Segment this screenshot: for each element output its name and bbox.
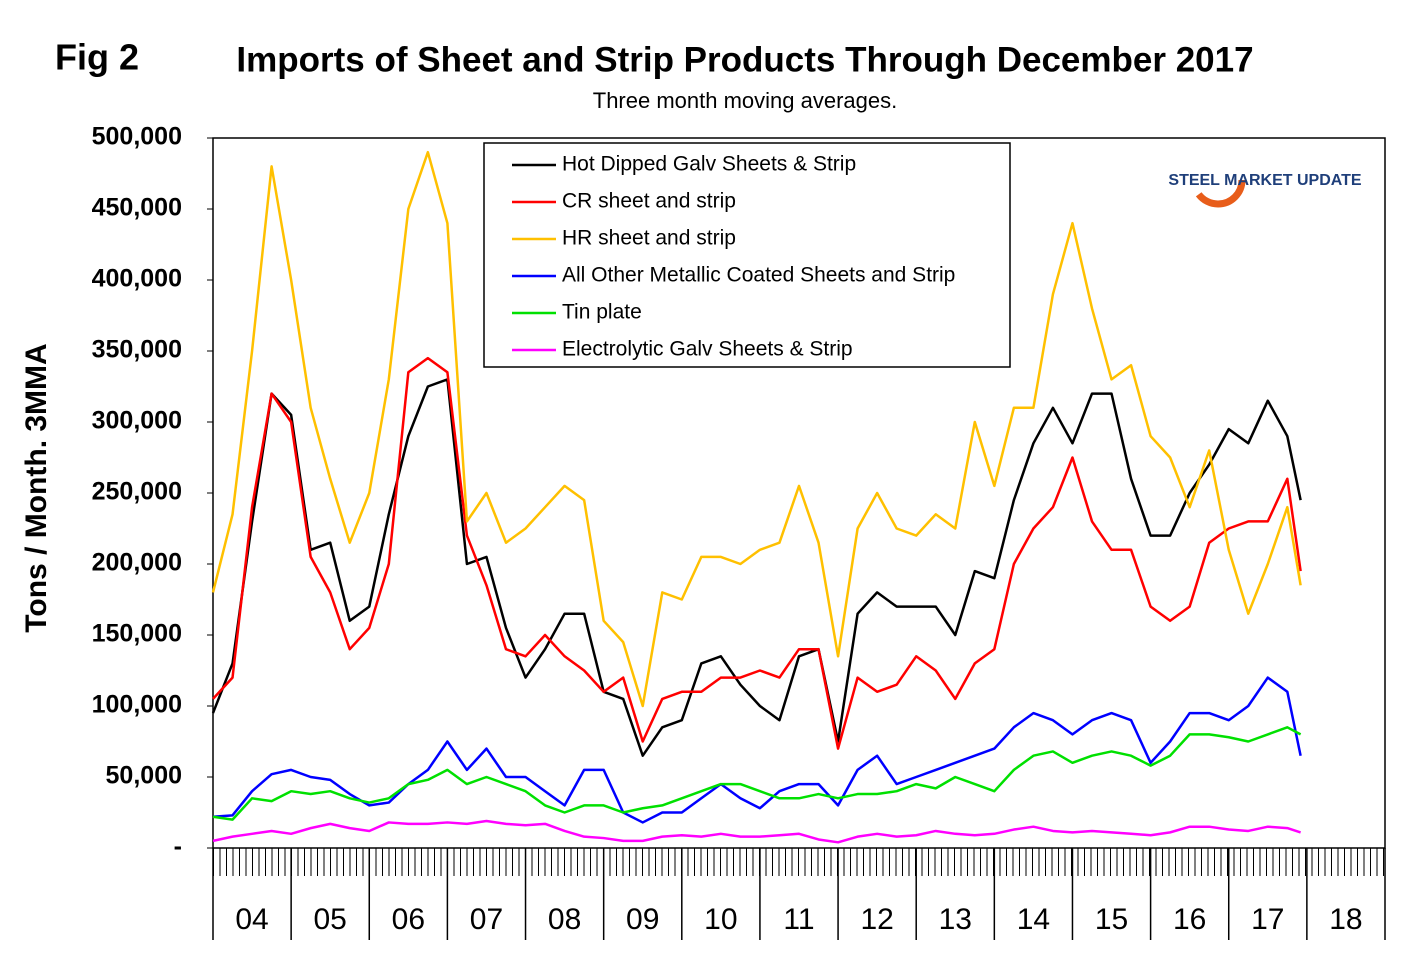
series-line: [212, 676, 1302, 824]
x-tick-label: 08: [548, 903, 581, 936]
series-line: [212, 726, 1302, 821]
x-tick-label: 04: [235, 903, 268, 936]
y-tick-label: 300,000: [92, 407, 182, 435]
chart-subtitle: Three month moving averages.: [593, 88, 898, 113]
chart-title: Imports of Sheet and Strip Products Thro…: [236, 40, 1253, 79]
logo: STEEL MARKET UPDATE: [1168, 172, 1362, 189]
y-tick-label: -: [174, 833, 182, 861]
y-axis-title: Tons / Month. 3MMA: [20, 343, 53, 632]
x-tick-label: 14: [1017, 903, 1050, 936]
series-line: [211, 150, 1302, 708]
x-tick-label: 11: [783, 903, 814, 936]
logo-icon: [1190, 152, 1246, 208]
legend-label: All Other Metallic Coated Sheets and Str…: [562, 264, 955, 287]
series-line: [212, 356, 1302, 750]
x-tick-label: 06: [392, 903, 425, 936]
x-tick-label: 18: [1329, 903, 1362, 936]
x-tick-label: 16: [1173, 903, 1206, 936]
x-tick-label: 07: [470, 903, 503, 936]
minor-ticks: [213, 848, 1385, 876]
y-tick-label: 50,000: [106, 762, 182, 790]
legend-label: Hot Dipped Galv Sheets & Strip: [562, 153, 856, 176]
legend-label: HR sheet and strip: [562, 227, 736, 250]
y-tick-label: 100,000: [92, 691, 182, 719]
x-tick-label: 05: [314, 903, 347, 936]
y-tick-label: 500,000: [92, 123, 182, 151]
y-tick-label: 150,000: [92, 620, 182, 648]
x-tick-label: 09: [626, 903, 659, 936]
y-tick-label: 200,000: [92, 549, 182, 577]
legend-label: Tin plate: [562, 301, 642, 324]
y-tick-label: 250,000: [92, 478, 182, 506]
y-tick-label: 350,000: [92, 336, 182, 364]
figure-label: Fig 2: [55, 37, 139, 78]
legend-label: Electrolytic Galv Sheets & Strip: [562, 338, 853, 361]
x-tick-label: 12: [860, 903, 893, 936]
x-tick-label: 13: [939, 903, 972, 936]
x-tick-label: 15: [1095, 903, 1128, 936]
legend-label: CR sheet and strip: [562, 190, 736, 213]
x-tick-label: 10: [704, 903, 737, 936]
series-line: [212, 819, 1301, 844]
y-tick-label: 400,000: [92, 265, 182, 293]
x-tick-label: 17: [1251, 903, 1284, 936]
y-tick-label: 450,000: [92, 194, 182, 222]
legend-box: [483, 142, 1011, 368]
